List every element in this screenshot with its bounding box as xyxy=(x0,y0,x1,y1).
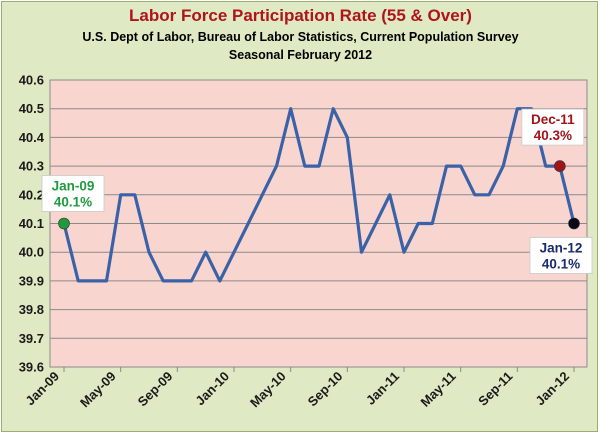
annotation-label: Jan-12 xyxy=(540,241,583,256)
chart-subtitle: U.S. Dept of Labor, Bureau of Labor Stat… xyxy=(82,30,519,44)
y-tick-label: 40.4 xyxy=(19,130,45,145)
annotation-box xyxy=(521,108,585,146)
y-tick-label: 40.2 xyxy=(19,187,44,202)
y-tick-label: 40.0 xyxy=(19,245,44,260)
annotation-marker xyxy=(58,217,70,230)
x-tick-label: Jan-10 xyxy=(192,369,232,409)
y-tick-label: 40.5 xyxy=(19,101,44,116)
x-tick-label: Jan-12 xyxy=(532,369,572,409)
x-tick-label: Sep-09 xyxy=(135,369,176,410)
x-tick-label: Jan-11 xyxy=(363,369,402,408)
annotation-value: 40.3% xyxy=(534,128,572,143)
x-tick-label: May-09 xyxy=(77,369,119,411)
x-tick-label: Sep-11 xyxy=(475,369,515,409)
y-tick-label: 39.8 xyxy=(19,302,44,317)
series-line xyxy=(62,107,576,283)
chart-title: Labor Force Participation Rate (55 & Ove… xyxy=(129,6,472,25)
y-tick-label: 39.7 xyxy=(19,331,44,346)
annotation-box xyxy=(41,175,105,212)
annotation-value: 40.1% xyxy=(54,195,92,210)
annotation-marker xyxy=(554,160,566,172)
y-tick-label: 39.6 xyxy=(19,360,44,375)
y-tick-label: 40.6 xyxy=(19,73,44,88)
y-tick-label: 40.1 xyxy=(19,216,44,231)
y-tick-label: 39.9 xyxy=(19,273,44,288)
x-tick-label: May-11 xyxy=(418,369,459,410)
annotation-marker xyxy=(568,217,580,230)
x-tick-label: Sep-10 xyxy=(305,369,346,410)
x-tick-label: May-10 xyxy=(247,369,289,411)
annotation-box xyxy=(529,237,593,274)
y-tick-label: 40.3 xyxy=(19,159,44,174)
annotation-value: 40.1% xyxy=(542,257,580,272)
chart-subtitle-2: Seasonal February 2012 xyxy=(228,48,373,62)
annotation-label: Jan-09 xyxy=(52,179,95,194)
annotation-label: Dec-11 xyxy=(531,112,575,127)
